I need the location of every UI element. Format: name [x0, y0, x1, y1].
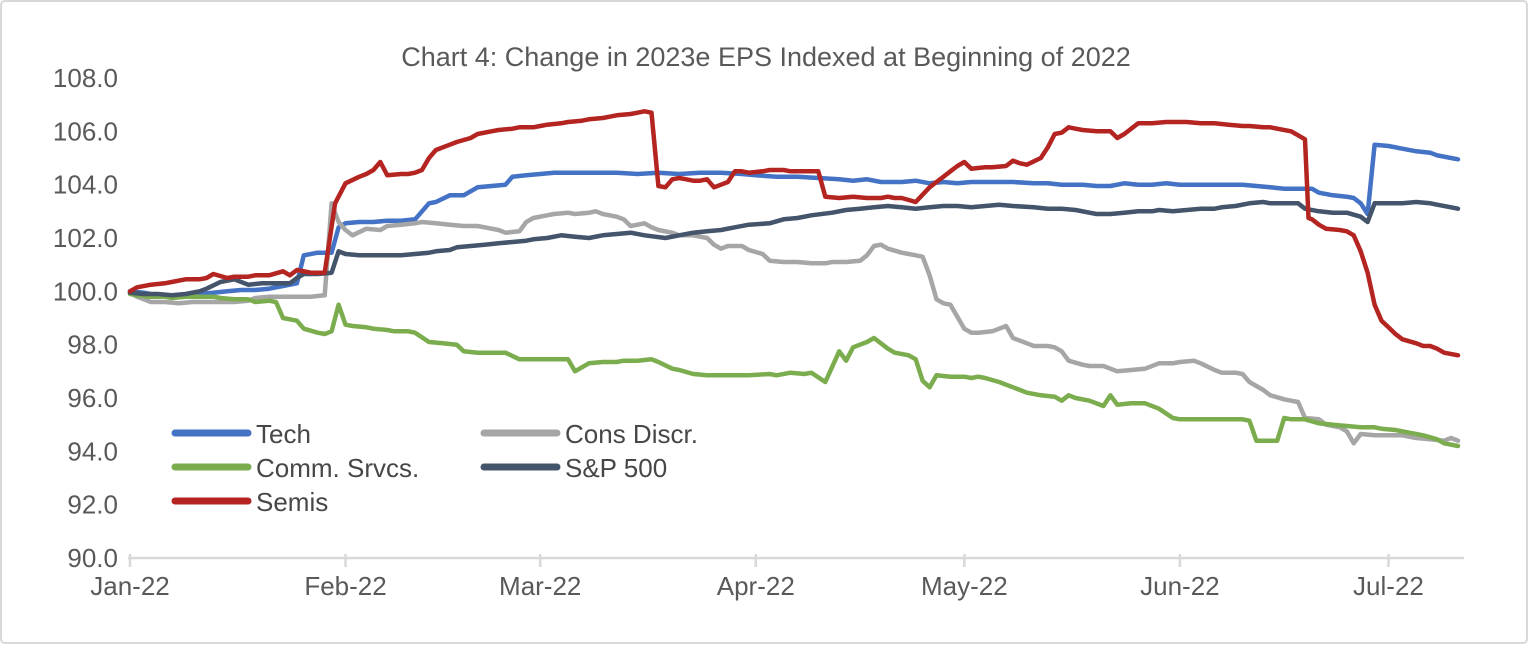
y-tick-label: 108.0	[53, 63, 118, 93]
legend-label-cons-discr: Cons Discr.	[565, 419, 698, 449]
series-layer	[127, 109, 1461, 449]
y-tick-label: 90.0	[67, 543, 118, 573]
legend-label-sp500: S&P 500	[565, 453, 667, 483]
legend-item-semis: Semis	[171, 487, 328, 517]
chart-title: Chart 4: Change in 2023e EPS Indexed at …	[401, 42, 1131, 72]
x-tick-label: May-22	[921, 571, 1008, 601]
legend-label-semis: Semis	[256, 487, 328, 517]
series-line-s-p-500	[127, 199, 1461, 298]
x-tick-label: Feb-22	[304, 571, 386, 601]
x-tick-label: Jul-22	[1353, 571, 1424, 601]
y-tick-label: 104.0	[53, 170, 118, 200]
series-line-semis	[127, 109, 1461, 358]
y-tick-label: 94.0	[67, 436, 118, 466]
y-tick-label: 100.0	[53, 276, 118, 306]
y-tick-label: 102.0	[53, 223, 118, 253]
x-tick-label: Jan-22	[90, 571, 170, 601]
legend-label-comm-srvcs: Comm. Srvcs.	[256, 453, 419, 483]
y-tick-label: 92.0	[67, 490, 118, 520]
x-tick-label: Jun-22	[1140, 571, 1220, 601]
series-line-comm-srvcs-	[127, 291, 1461, 449]
series-line-cons-discr-	[127, 201, 1461, 446]
legend-item-sp500: S&P 500	[480, 453, 667, 483]
y-tick-label: 98.0	[67, 330, 118, 360]
legend-item-comm-srvcs: Comm. Srvcs.	[171, 453, 419, 483]
legend: Tech Cons Discr. Comm. Srvcs. S&P 500 Se…	[171, 419, 698, 517]
y-tick-label: 96.0	[67, 383, 118, 413]
x-tick-label: Apr-22	[717, 571, 795, 601]
legend-item-cons-discr: Cons Discr.	[480, 419, 698, 449]
series-line-tech	[127, 142, 1461, 299]
x-tick-label: Mar-22	[499, 571, 581, 601]
y-tick-label: 106.0	[53, 116, 118, 146]
legend-item-tech: Tech	[171, 419, 311, 449]
axis-layer: 90.0 92.0 94.0 96.0 98.0 100.0 102.0 104.0 106.0…	[53, 63, 1464, 601]
legend-label-tech: Tech	[256, 419, 311, 449]
